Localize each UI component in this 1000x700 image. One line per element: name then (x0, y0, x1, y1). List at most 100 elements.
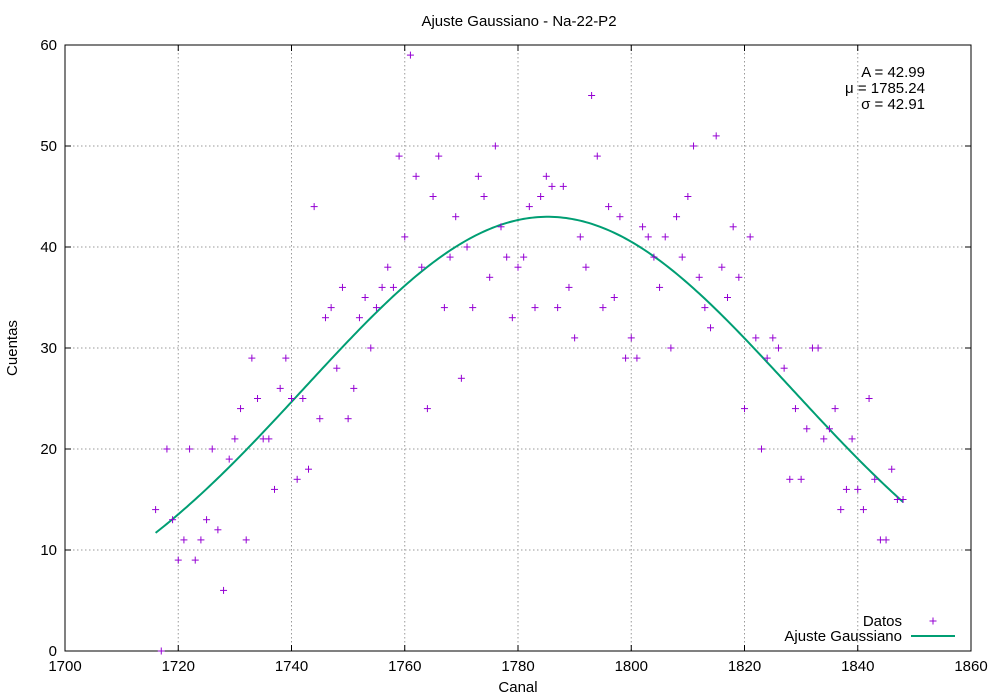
data-point (152, 506, 160, 514)
data-point (622, 354, 630, 362)
data-point (712, 132, 720, 140)
data-point (871, 475, 879, 483)
data-point (491, 142, 499, 150)
data-point (486, 273, 494, 281)
data-point (225, 455, 233, 463)
legend-label-ajuste: Ajuste Gaussiano (784, 628, 902, 645)
data-point (248, 354, 256, 362)
data-point (503, 253, 511, 261)
data-point (633, 354, 641, 362)
data-point (299, 395, 307, 402)
data-point (825, 425, 833, 433)
data-point (288, 395, 295, 402)
data-point (191, 556, 199, 564)
data-point (220, 586, 228, 594)
data-point (321, 314, 329, 322)
data-point (695, 273, 703, 281)
data-point (361, 294, 369, 301)
data-point (786, 475, 794, 483)
data-point (576, 233, 584, 241)
data-point (480, 193, 488, 200)
data-point (644, 233, 652, 241)
grid (65, 45, 971, 651)
data-point (367, 344, 375, 352)
data-point (174, 556, 182, 564)
data-point (463, 243, 471, 251)
data-point (254, 395, 262, 402)
data-point (599, 304, 607, 312)
data-point (186, 445, 194, 453)
data-point (837, 506, 845, 514)
data-point (746, 233, 754, 241)
data-point (769, 334, 777, 342)
data-point (673, 213, 681, 221)
fit-parameters: A = 42.99 μ = 1785.24 σ = 42.91 (845, 64, 925, 113)
data-point (474, 172, 482, 180)
fit-curve-layer (154, 215, 904, 534)
x-tick-labels: 1700 1720 1740 1760 1780 1800 1820 1840 1860 (48, 658, 987, 675)
data-point (735, 273, 743, 281)
data-point (214, 526, 222, 534)
data-point (282, 354, 290, 362)
data-point (571, 334, 579, 342)
data-point (316, 415, 324, 423)
data-point (820, 435, 828, 443)
data-point (741, 405, 748, 413)
data-point (372, 304, 380, 312)
data-point (627, 334, 635, 342)
data-point (412, 172, 420, 180)
data-point (582, 263, 590, 271)
data-point (469, 304, 477, 312)
legend-marker-datos (929, 617, 937, 625)
y-tick-label: 60 (40, 37, 57, 54)
data-point (520, 253, 528, 261)
data-point (429, 193, 437, 200)
data-point (757, 445, 765, 453)
data-point (899, 496, 907, 503)
data-point (440, 304, 448, 312)
data-point (661, 233, 669, 241)
data-point (667, 344, 675, 352)
data-point (859, 506, 867, 514)
data-point (203, 516, 211, 524)
data-point (237, 405, 245, 413)
data-point (276, 384, 284, 392)
y-tick-label: 40 (40, 239, 57, 256)
data-point (718, 263, 726, 271)
data-point (616, 213, 624, 221)
data-point (678, 253, 686, 261)
data-point (752, 334, 760, 342)
data-point (842, 485, 850, 493)
data-point (344, 415, 352, 423)
data-point (293, 475, 301, 483)
x-axis-label: Canal (498, 679, 537, 696)
data-point (497, 223, 505, 231)
data-point (333, 364, 341, 372)
x-tick-label: 1840 (841, 658, 874, 675)
data-point (395, 152, 403, 160)
data-point (265, 435, 273, 443)
data-point (401, 233, 409, 241)
data-point (242, 536, 250, 544)
data-point (418, 263, 426, 271)
data-point (559, 182, 567, 190)
data-point (446, 253, 454, 261)
y-tick-label: 50 (40, 138, 57, 155)
data-point (554, 304, 562, 312)
data-point (350, 384, 358, 392)
data-point (690, 142, 698, 150)
data-point (656, 283, 664, 291)
annotation-sigma: σ = 42.91 (861, 96, 925, 113)
y-tick-label: 20 (40, 441, 57, 458)
data-point (406, 51, 414, 59)
data-point (854, 485, 862, 493)
data-points-layer (152, 51, 907, 655)
data-point (780, 364, 788, 372)
data-point (525, 203, 533, 211)
data-point (701, 304, 709, 312)
data-point (548, 182, 556, 190)
y-tick-label: 0 (49, 643, 57, 660)
data-point (435, 152, 443, 160)
data-point (304, 465, 312, 473)
